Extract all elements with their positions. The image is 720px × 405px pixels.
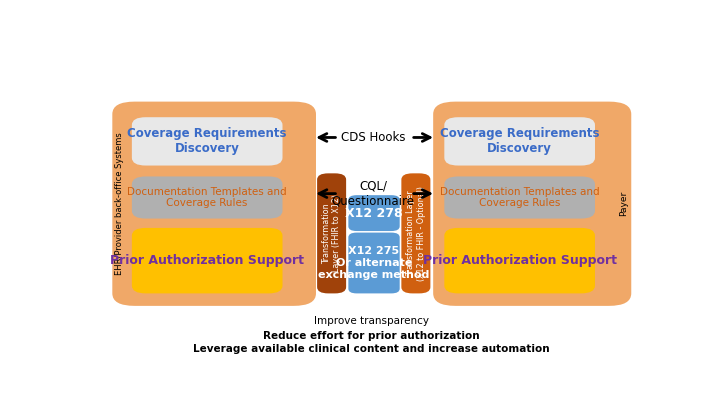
- FancyBboxPatch shape: [433, 102, 631, 306]
- FancyBboxPatch shape: [444, 228, 595, 293]
- Text: EHR/Provider back-office Systems: EHR/Provider back-office Systems: [115, 132, 124, 275]
- Text: X12 275
Or alternate
exchange method: X12 275 Or alternate exchange method: [318, 246, 430, 279]
- FancyBboxPatch shape: [401, 173, 431, 293]
- FancyBboxPatch shape: [444, 177, 595, 219]
- FancyBboxPatch shape: [132, 117, 282, 166]
- FancyBboxPatch shape: [132, 177, 282, 219]
- Text: X12 278: X12 278: [345, 207, 402, 220]
- FancyBboxPatch shape: [444, 117, 595, 166]
- Text: Payer: Payer: [619, 191, 629, 216]
- Text: CDS Hooks: CDS Hooks: [341, 131, 405, 144]
- FancyBboxPatch shape: [317, 173, 346, 293]
- Text: Leverage available clinical content and increase automation: Leverage available clinical content and …: [194, 343, 550, 354]
- Text: Documentation Templates and
Coverage Rules: Documentation Templates and Coverage Rul…: [440, 187, 600, 208]
- Text: Documentation Templates and
Coverage Rules: Documentation Templates and Coverage Rul…: [127, 187, 287, 208]
- FancyBboxPatch shape: [348, 232, 400, 293]
- FancyBboxPatch shape: [132, 228, 282, 293]
- Text: Prior Authorization Support: Prior Authorization Support: [423, 254, 616, 267]
- Text: Prior Authorization Support: Prior Authorization Support: [110, 254, 304, 267]
- FancyBboxPatch shape: [112, 102, 316, 306]
- Text: Transformation
Layer (FHIR to X12): Transformation Layer (FHIR to X12): [322, 194, 341, 273]
- Text: Improve transparency: Improve transparency: [315, 316, 429, 326]
- Text: Coverage Requirements
Discovery: Coverage Requirements Discovery: [440, 128, 600, 156]
- Text: Reduce effort for prior authorization: Reduce effort for prior authorization: [264, 330, 480, 341]
- Text: Transformation Layer
(X12 to FHIR - Optional): Transformation Layer (X12 to FHIR - Opti…: [406, 186, 426, 281]
- FancyBboxPatch shape: [348, 195, 400, 231]
- Text: CQL/
Questionnaire: CQL/ Questionnaire: [331, 179, 415, 208]
- Text: Coverage Requirements
Discovery: Coverage Requirements Discovery: [127, 128, 287, 156]
